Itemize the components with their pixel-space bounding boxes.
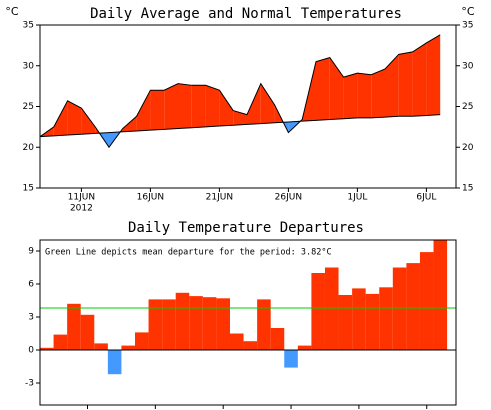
x-tick-label: 16JUN <box>137 193 164 203</box>
bar <box>175 292 190 350</box>
bar <box>53 334 68 350</box>
x-tick-label: 21JUN <box>206 193 233 203</box>
y-tick-label: 6 <box>28 280 34 290</box>
annotation: Green Line depicts mean departure for th… <box>45 248 332 258</box>
area-segment <box>122 116 137 132</box>
y-tick-label: 35 <box>462 21 473 31</box>
area-segment <box>398 51 413 117</box>
area-segment <box>164 83 178 130</box>
line <box>39 34 441 149</box>
chart-title: Daily Average and Normal Temperatures <box>90 6 402 22</box>
line <box>39 114 441 138</box>
area-segment <box>357 73 372 118</box>
y-tick-label: 25 <box>462 102 473 112</box>
area-segment <box>233 110 247 126</box>
bar <box>406 263 420 350</box>
x-tick-label: 2012 <box>70 204 93 214</box>
bar <box>243 341 258 350</box>
bar <box>352 288 366 350</box>
bar <box>392 267 407 350</box>
bar <box>148 299 163 350</box>
plot-frame <box>39 239 457 406</box>
bar <box>297 345 312 350</box>
y-tick-label: 0 <box>28 346 34 356</box>
area-segment <box>426 34 441 116</box>
bar <box>162 299 176 350</box>
area-segment <box>136 90 151 131</box>
y-tick-label: 30 <box>462 61 474 71</box>
y-tick-label: 15 <box>462 184 473 194</box>
bar <box>419 252 434 350</box>
area-segment <box>371 69 385 118</box>
area-segment <box>412 42 427 117</box>
y-tick-label: 25 <box>23 102 34 112</box>
area-segment <box>316 57 330 121</box>
bar <box>270 328 285 350</box>
bar <box>324 267 339 350</box>
bar <box>365 293 380 350</box>
bar <box>40 347 54 350</box>
area-segment <box>247 83 261 125</box>
y-tick-label: 35 <box>23 21 34 31</box>
area-segment <box>343 73 358 119</box>
y-axis-label: °C <box>5 5 19 18</box>
y-axis-label: °C <box>461 5 475 18</box>
bar <box>189 296 203 350</box>
x-tick-label: 6JUL <box>416 193 436 203</box>
y-tick-label: 15 <box>23 184 34 194</box>
area-segment <box>81 108 96 135</box>
bar <box>284 350 298 368</box>
y-tick-label: 3 <box>28 313 34 323</box>
bar <box>338 295 353 350</box>
bar <box>80 314 95 350</box>
area-segment <box>385 54 399 118</box>
area-segment <box>67 100 82 136</box>
x-tick-label: 11JUN <box>68 193 95 203</box>
area-segment <box>219 90 234 127</box>
area-segment <box>191 85 206 128</box>
bar <box>311 273 325 350</box>
area-segment <box>205 85 220 127</box>
bar <box>229 333 244 350</box>
y-tick-label: -3 <box>25 379 34 389</box>
y-tick-label: 20 <box>462 143 474 153</box>
area-segment <box>150 90 165 131</box>
bar <box>134 332 149 350</box>
bar <box>216 298 230 350</box>
bar <box>107 350 122 375</box>
x-tick-label: 26JUN <box>275 193 302 203</box>
y-tick-label: 9 <box>28 247 34 257</box>
y-tick-label: 30 <box>23 61 35 71</box>
bar <box>202 297 217 350</box>
bar <box>121 345 135 350</box>
y-tick-label: 20 <box>23 143 35 153</box>
area-segment <box>260 83 275 124</box>
bar <box>379 287 393 350</box>
bar <box>94 343 108 350</box>
bar <box>67 303 81 350</box>
bar <box>257 299 271 350</box>
x-tick-label: 1JUL <box>347 193 367 203</box>
bar <box>433 240 448 350</box>
chart-title: Daily Temperature Departures <box>128 220 364 236</box>
area-segment <box>53 100 68 136</box>
area-segment <box>178 83 192 129</box>
